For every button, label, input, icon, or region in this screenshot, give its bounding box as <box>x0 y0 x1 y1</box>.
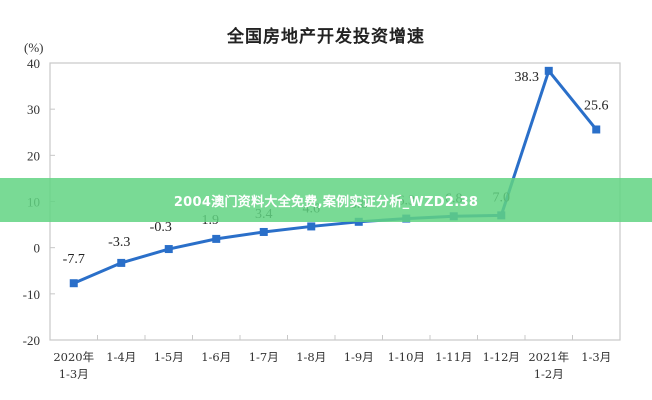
x-tick-label: 2020年 <box>53 350 94 364</box>
data-point-marker <box>307 222 316 231</box>
y-tick-label: 20 <box>27 148 40 163</box>
y-tick-label: 0 <box>34 241 41 256</box>
data-label: 25.6 <box>584 98 609 113</box>
data-label: -7.7 <box>63 252 85 267</box>
data-point-marker <box>544 66 553 75</box>
data-point-marker <box>117 258 126 267</box>
y-tick-label: -10 <box>23 287 40 302</box>
x-tick-label: 1-8月 <box>296 350 326 364</box>
x-tick-label: 1-7月 <box>249 350 279 364</box>
x-tick-label: 1-12月 <box>483 350 520 364</box>
x-tick-label: 1-9月 <box>344 350 374 364</box>
y-axis-unit: (%) <box>24 40 44 55</box>
chart-title: 全国房地产开发投资增速 <box>227 27 425 47</box>
data-point-marker <box>164 245 173 254</box>
y-tick-label: 30 <box>27 102 40 117</box>
data-point-marker <box>259 227 268 236</box>
x-tick-label: 1-11月 <box>435 350 472 364</box>
x-tick-label: 1-5月 <box>154 350 184 364</box>
x-tick-label: 1-3月 <box>581 350 611 364</box>
y-tick-label: 40 <box>27 56 40 71</box>
data-label: 38.3 <box>515 70 540 85</box>
x-tick-label: 2021年 <box>528 350 569 364</box>
data-label: -0.3 <box>150 220 172 235</box>
banner-text: 2004澳门资料大全免费,案例实证分析_WZD2.38 <box>173 194 479 210</box>
watermark-banner: 2004澳门资料大全免费,案例实证分析_WZD2.38 <box>0 178 652 222</box>
x-tick-label: 1-4月 <box>106 350 136 364</box>
x-tick-label: 1-2月 <box>534 367 564 381</box>
y-tick-label: -20 <box>23 333 40 348</box>
x-tick-label: 1-6月 <box>201 350 231 364</box>
data-point-marker <box>212 234 221 243</box>
data-point-marker <box>592 125 601 134</box>
data-point-marker <box>69 279 78 288</box>
data-label: -3.3 <box>108 235 130 250</box>
x-tick-label: 1-3月 <box>59 367 89 381</box>
x-tick-label: 1-10月 <box>388 350 425 364</box>
